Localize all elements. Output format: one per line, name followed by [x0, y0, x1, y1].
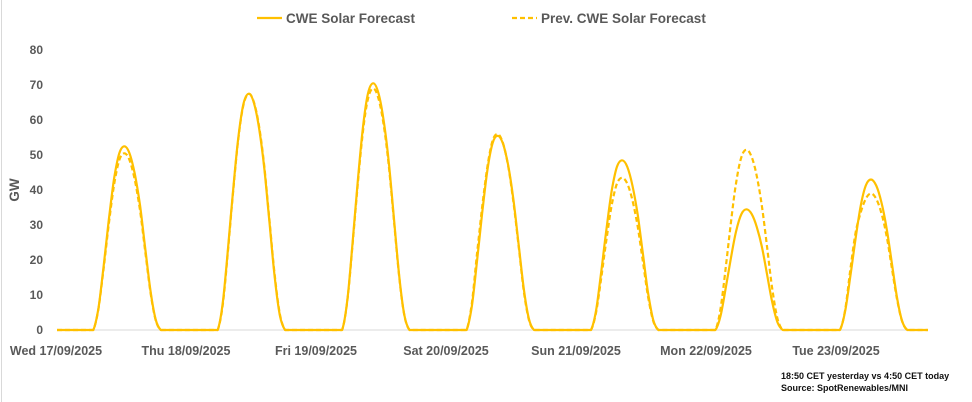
- series-line-current-forecast: [57, 82, 928, 332]
- y-tick-label: 50: [30, 148, 44, 162]
- x-tick-label: Sun 21/09/2025: [531, 344, 621, 358]
- y-tick-label: 0: [36, 323, 43, 337]
- x-tick-label: Sat 20/09/2025: [403, 344, 489, 358]
- y-axis-label: GW: [7, 178, 22, 202]
- y-tick-label: 30: [30, 218, 44, 232]
- y-tick-label: 80: [30, 43, 44, 57]
- y-tick-label: 20: [30, 253, 44, 267]
- legend-label-previous: Prev. CWE Solar Forecast: [541, 11, 706, 26]
- annotation-source: Source: SpotRenewables/MNI: [781, 383, 908, 393]
- x-tick-label: Fri 19/09/2025: [275, 344, 357, 358]
- x-tick-label: Thu 18/09/2025: [142, 344, 231, 358]
- y-tick-label: 70: [30, 78, 44, 92]
- series-line-previous-forecast: [57, 87, 928, 332]
- legend: CWE Solar Forecast Prev. CWE Solar Forec…: [257, 11, 706, 26]
- y-tick-label: 10: [30, 288, 44, 302]
- x-tick-label: Wed 17/09/2025: [10, 344, 102, 358]
- annotation-times: 18:50 CET yesterday vs 4:50 CET today: [781, 371, 949, 381]
- legend-label-current: CWE Solar Forecast: [286, 11, 416, 26]
- y-tick-label: 60: [30, 113, 44, 127]
- y-tick-label: 40: [30, 183, 44, 197]
- x-tick-label: Tue 23/09/2025: [792, 344, 879, 358]
- x-tick-label: Mon 22/09/2025: [660, 344, 752, 358]
